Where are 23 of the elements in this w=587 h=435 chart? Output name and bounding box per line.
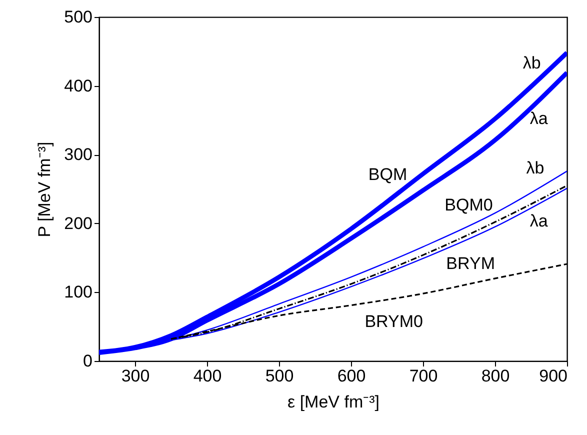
x-tick-label: 500 bbox=[265, 366, 294, 386]
annotation: BQM0 bbox=[444, 196, 493, 215]
annotation: BQM bbox=[368, 165, 408, 184]
annotation: λb bbox=[526, 158, 544, 178]
y-tick-label: 400 bbox=[64, 76, 92, 96]
y-tick-label: 200 bbox=[64, 214, 92, 233]
annotation: λa bbox=[530, 108, 548, 128]
annotation: λb bbox=[522, 53, 541, 72]
x-tick-label: 900 bbox=[539, 366, 568, 386]
x-tick-label: 600 bbox=[337, 366, 366, 386]
x-axis-title: ε [MeV fm⁻³] bbox=[288, 392, 380, 412]
y-tick-label: 300 bbox=[64, 145, 92, 164]
annotation: λa bbox=[530, 211, 548, 230]
x-tick-label: 400 bbox=[193, 366, 222, 386]
x-tick-label: 300 bbox=[121, 366, 150, 386]
annotation: BRYM bbox=[446, 254, 495, 273]
annotation: BRYM0 bbox=[364, 312, 423, 331]
x-tick-label: 700 bbox=[409, 366, 438, 386]
x-tick-label: 800 bbox=[481, 366, 510, 386]
y-axis-title: P [MeV fm⁻³] bbox=[35, 142, 54, 238]
y-tick-label: 100 bbox=[64, 282, 92, 302]
y-tick-label: 500 bbox=[64, 8, 92, 26]
y-tick-label: 0 bbox=[83, 352, 92, 370]
